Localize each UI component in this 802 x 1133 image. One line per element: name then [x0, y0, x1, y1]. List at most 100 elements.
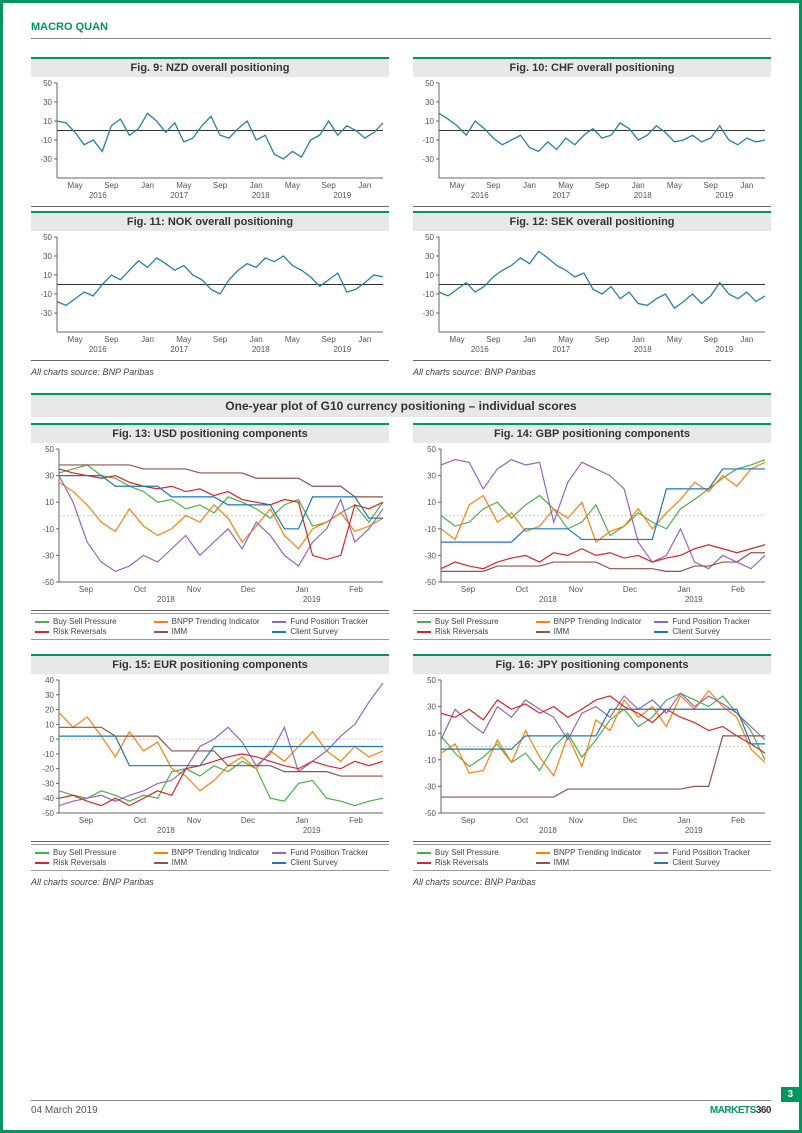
svg-text:-30: -30: [42, 779, 54, 788]
fig14-legend: Buy Sell Pressure BNPP Trending Indicator…: [413, 613, 771, 640]
svg-text:Sep: Sep: [461, 816, 476, 825]
svg-text:50: 50: [425, 233, 434, 242]
fig12-chart: -30-10103050MaySepJanMaySepJanMaySepJan2…: [413, 231, 771, 361]
svg-text:Feb: Feb: [731, 816, 745, 825]
legend-item: Buy Sell Pressure: [35, 617, 148, 626]
svg-text:-10: -10: [422, 290, 434, 299]
svg-text:30: 30: [425, 98, 434, 107]
svg-text:Sep: Sep: [104, 335, 119, 344]
svg-text:Dec: Dec: [623, 585, 637, 594]
svg-text:10: 10: [427, 729, 436, 738]
svg-text:2019: 2019: [333, 191, 351, 200]
svg-text:Jan: Jan: [740, 335, 753, 344]
svg-text:Jan: Jan: [358, 335, 371, 344]
legend-item: Fund Position Tracker: [272, 617, 385, 626]
svg-text:-30: -30: [424, 782, 436, 791]
svg-text:Feb: Feb: [349, 816, 363, 825]
svg-text:May: May: [450, 181, 465, 190]
legend-item: Client Survey: [654, 858, 767, 867]
legend-item: Risk Reversals: [35, 858, 148, 867]
footer-date: 04 March 2019: [31, 1105, 98, 1116]
svg-text:2018: 2018: [252, 191, 270, 200]
svg-text:Feb: Feb: [349, 585, 363, 594]
svg-text:Sep: Sep: [213, 181, 228, 190]
header-text: MACRO QUAN: [31, 21, 108, 33]
svg-text:-10: -10: [424, 525, 436, 534]
svg-text:-40: -40: [42, 794, 54, 803]
svg-text:May: May: [285, 335, 300, 344]
svg-text:-10: -10: [422, 136, 434, 145]
source-right-2: All charts source: BNP Paribas: [413, 877, 771, 887]
svg-text:Sep: Sep: [213, 335, 228, 344]
svg-text:Nov: Nov: [569, 585, 583, 594]
svg-text:Sep: Sep: [486, 335, 501, 344]
svg-text:Sep: Sep: [595, 181, 610, 190]
svg-text:0: 0: [50, 735, 55, 744]
svg-text:50: 50: [45, 445, 54, 454]
svg-text:2018: 2018: [634, 345, 652, 354]
svg-text:Feb: Feb: [731, 585, 745, 594]
svg-text:Jan: Jan: [632, 335, 645, 344]
svg-text:50: 50: [427, 676, 436, 685]
svg-text:Jan: Jan: [250, 335, 263, 344]
svg-text:May: May: [667, 335, 682, 344]
svg-text:30: 30: [427, 472, 436, 481]
legend-item: Risk Reversals: [35, 627, 148, 636]
fig10-title: Fig. 10: CHF overall positioning: [413, 57, 771, 77]
svg-text:2018: 2018: [539, 826, 557, 835]
svg-text:-50: -50: [42, 809, 54, 818]
svg-text:10: 10: [43, 271, 52, 280]
svg-text:2018: 2018: [157, 826, 175, 835]
svg-text:2018: 2018: [634, 191, 652, 200]
legend-item: IMM: [154, 858, 267, 867]
svg-text:Jan: Jan: [678, 816, 691, 825]
svg-text:-10: -10: [424, 756, 436, 765]
svg-text:Jan: Jan: [740, 181, 753, 190]
svg-text:Sep: Sep: [704, 335, 719, 344]
fig16-chart: -50-30-10103050SepOctNovDecJanFeb2018201…: [413, 674, 771, 842]
legend-item: IMM: [154, 627, 267, 636]
svg-text:May: May: [68, 335, 83, 344]
svg-text:Dec: Dec: [623, 816, 637, 825]
svg-text:Sep: Sep: [595, 335, 610, 344]
fig10-chart: -30-10103050MaySepJanMaySepJanMaySepJan2…: [413, 77, 771, 207]
legend-item: IMM: [536, 627, 649, 636]
svg-text:2019: 2019: [715, 191, 733, 200]
svg-text:Nov: Nov: [187, 585, 201, 594]
fig14-title: Fig. 14: GBP positioning components: [413, 423, 771, 443]
fig9-title: Fig. 9: NZD overall positioning: [31, 57, 389, 77]
svg-text:2017: 2017: [170, 345, 188, 354]
svg-text:Jan: Jan: [523, 335, 536, 344]
svg-text:Sep: Sep: [486, 181, 501, 190]
legend-item: Risk Reversals: [417, 858, 530, 867]
svg-text:Jan: Jan: [632, 181, 645, 190]
svg-text:Oct: Oct: [134, 816, 147, 825]
svg-text:Jan: Jan: [523, 181, 536, 190]
svg-text:2019: 2019: [333, 345, 351, 354]
fig13-title: Fig. 13: USD positioning components: [31, 423, 389, 443]
svg-text:Dec: Dec: [241, 816, 255, 825]
svg-text:2018: 2018: [252, 345, 270, 354]
svg-text:-30: -30: [424, 551, 436, 560]
source-left-1: All charts source: BNP Paribas: [31, 367, 389, 377]
svg-text:-10: -10: [40, 290, 52, 299]
svg-text:10: 10: [45, 720, 54, 729]
svg-text:-30: -30: [42, 551, 54, 560]
legend-item: BNPP Trending Indicator: [536, 617, 649, 626]
svg-text:Nov: Nov: [569, 816, 583, 825]
fig15-title: Fig. 15: EUR positioning components: [31, 654, 389, 674]
svg-text:30: 30: [43, 252, 52, 261]
svg-text:10: 10: [45, 498, 54, 507]
legend-item: Buy Sell Pressure: [417, 617, 530, 626]
svg-text:2017: 2017: [552, 345, 570, 354]
svg-text:Oct: Oct: [516, 816, 529, 825]
legend-item: Buy Sell Pressure: [417, 848, 530, 857]
svg-text:2019: 2019: [303, 595, 321, 604]
svg-text:10: 10: [427, 498, 436, 507]
svg-text:Nov: Nov: [187, 816, 201, 825]
fig13-chart: -50-30-10103050SepOctNovDecJanFeb2018201…: [31, 443, 389, 611]
svg-text:Oct: Oct: [516, 585, 529, 594]
svg-text:Jan: Jan: [296, 816, 309, 825]
svg-text:40: 40: [45, 676, 54, 685]
svg-text:50: 50: [43, 79, 52, 88]
